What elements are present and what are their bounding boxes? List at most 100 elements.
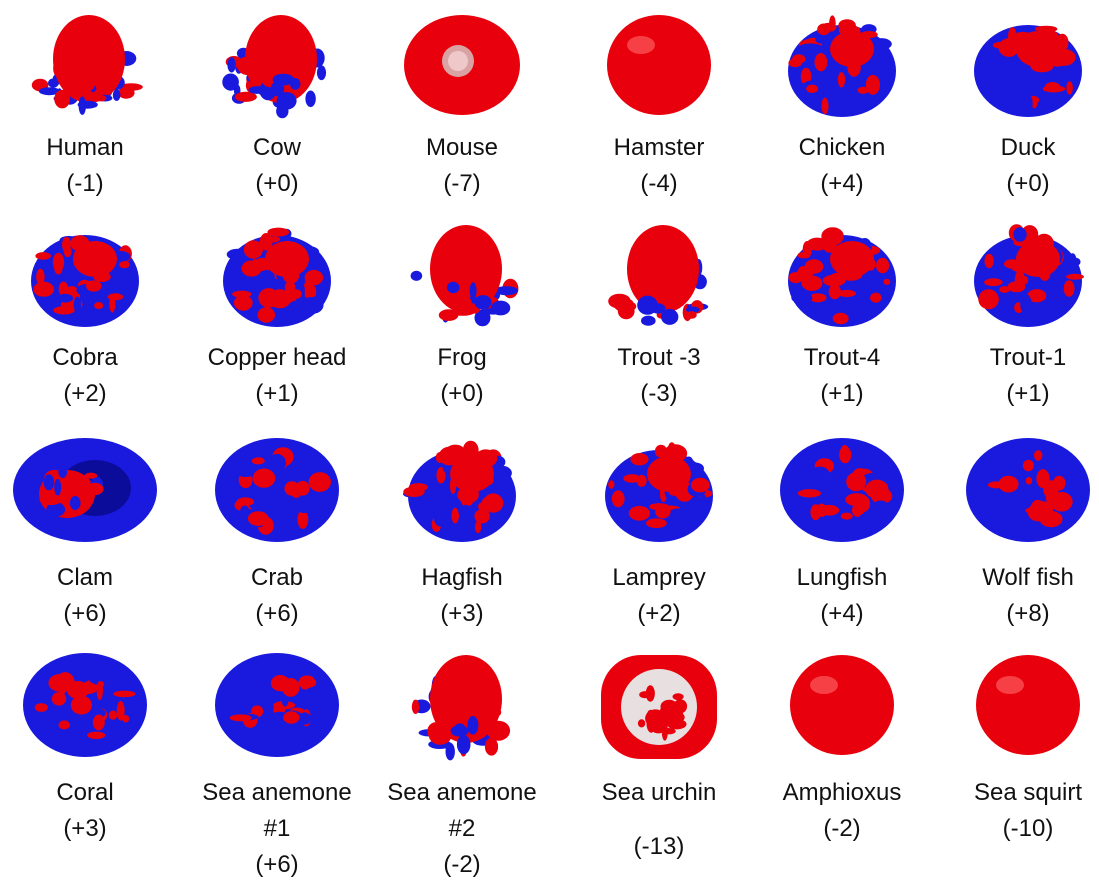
organism-caption: Frog (+0) <box>377 340 547 412</box>
organism-name: Trout-4 <box>803 344 881 371</box>
electrostatic-surface-image <box>788 227 896 327</box>
organism-name: Mouse <box>425 134 499 161</box>
electrostatic-surface-image <box>23 653 147 757</box>
organism-cell: Hamster (-4) <box>574 5 744 215</box>
organism-cell: Clam (+6) <box>0 430 170 640</box>
net-charge-label: (-4) <box>640 170 678 197</box>
organism-cell: Sea anemone #2 (-2) <box>377 645 547 878</box>
electrostatic-surface-image <box>31 15 143 115</box>
electrostatic-surface-image <box>404 15 520 115</box>
organism-cell: Cobra (+2) <box>0 215 170 425</box>
organism-name: Coral <box>56 779 114 806</box>
organism-name: Trout-1 <box>989 344 1067 371</box>
net-charge-label: (+3) <box>440 600 484 627</box>
organism-caption: Sea urchin (-13) <box>574 775 744 865</box>
organism-name: Wolf fish <box>982 564 1074 591</box>
organism-caption: Clam (+6) <box>0 560 170 632</box>
organism-name: Lungfish <box>796 564 888 591</box>
organism-caption: Sea anemone #2 (-2) <box>377 775 547 883</box>
organism-caption: Crab (+6) <box>192 560 362 632</box>
electrostatic-surface-image <box>780 438 904 542</box>
net-charge-label: (+4) <box>820 170 864 197</box>
organism-cell: Trout-4 (+1) <box>757 215 927 425</box>
net-charge-label: (-7) <box>443 170 481 197</box>
electrostatic-surface-image <box>31 235 139 327</box>
net-charge-label: (+0) <box>440 380 484 407</box>
organism-name: Chicken <box>798 134 886 161</box>
organism-cell: Lamprey (+2) <box>574 430 744 640</box>
net-charge-label: (+1) <box>255 380 299 407</box>
organism-caption: Hagfish (+3) <box>377 560 547 632</box>
organism-name: Hamster <box>613 134 705 161</box>
organism-cell: Sea anemone #1 (+6) <box>192 645 362 878</box>
net-charge-label: (-2) <box>823 815 861 842</box>
net-charge-label: (-3) <box>640 380 678 407</box>
organism-caption: Trout-1 (+1) <box>943 340 1099 412</box>
organism-cell: Amphioxus (-2) <box>757 645 927 855</box>
organism-caption: Copper head (+1) <box>192 340 362 412</box>
net-charge-label: (+6) <box>63 600 107 627</box>
organism-cell: Mouse (-7) <box>377 5 547 215</box>
organism-caption: Lungfish (+4) <box>757 560 927 632</box>
organism-caption: Cobra (+2) <box>0 340 170 412</box>
electrostatic-surface-image <box>223 227 331 327</box>
organism-cell: Trout-1 (+1) <box>943 215 1099 425</box>
net-charge-label: (+8) <box>1006 600 1050 627</box>
net-charge-label: (+0) <box>255 170 299 197</box>
electrostatic-surface-image <box>974 25 1082 117</box>
organism-cell: Coral (+3) <box>0 645 170 855</box>
electrostatic-surface-image <box>601 655 717 759</box>
organism-name-suffix: #1 <box>263 815 291 842</box>
organism-name: Trout -3 <box>617 344 701 371</box>
organism-cell: Duck (+0) <box>943 5 1099 215</box>
net-charge-label: (+2) <box>637 600 681 627</box>
organism-caption: Lamprey (+2) <box>574 560 744 632</box>
electrostatic-surface-image <box>607 15 711 115</box>
organism-name: Amphioxus <box>782 779 902 806</box>
organism-caption: Sea anemone #1 (+6) <box>192 775 362 883</box>
organism-caption: Trout-4 (+1) <box>757 340 927 412</box>
net-charge-label: (-10) <box>1002 815 1054 842</box>
electrostatic-surface-image <box>215 438 339 542</box>
organism-name: Human <box>46 134 124 161</box>
organism-name: Duck <box>1000 134 1056 161</box>
organism-cell: Lungfish (+4) <box>757 430 927 640</box>
net-charge-label: (+2) <box>63 380 107 407</box>
organism-caption: Coral (+3) <box>0 775 170 847</box>
organism-cell: Copper head (+1) <box>192 215 362 425</box>
organism-cell: Chicken (+4) <box>757 5 927 215</box>
electrostatic-surface-image <box>410 225 519 327</box>
electrostatic-surface-image <box>790 655 894 755</box>
electrostatic-surface-image <box>966 438 1090 542</box>
electrostatic-surface-image <box>974 224 1084 327</box>
organism-name: Lamprey <box>612 564 706 591</box>
net-charge-label: (+0) <box>1006 170 1050 197</box>
net-charge-label: (+1) <box>1006 380 1050 407</box>
organism-cell: Hagfish (+3) <box>377 430 547 640</box>
electrostatic-surface-image <box>788 15 896 117</box>
electrostatic-surface-image <box>222 15 327 119</box>
electrostatic-surface-image <box>403 440 516 542</box>
organism-name: Sea squirt <box>973 779 1083 806</box>
net-charge-label: (-1) <box>66 170 104 197</box>
net-charge-label: (-2) <box>443 851 481 878</box>
organism-caption: Amphioxus (-2) <box>757 775 927 847</box>
organism-name: Frog <box>437 344 487 371</box>
organism-cell: Cow (+0) <box>192 5 362 215</box>
electrostatic-surface-image <box>411 655 511 761</box>
electrostatic-surface-image <box>13 438 157 542</box>
net-charge-label: (-13) <box>633 833 685 860</box>
organism-cell: Sea urchin (-13) <box>574 645 744 860</box>
organism-cell: Frog (+0) <box>377 215 547 425</box>
organism-name-suffix: #2 <box>448 815 476 842</box>
net-charge-label: (+3) <box>63 815 107 842</box>
organism-caption: Sea squirt (-10) <box>943 775 1099 847</box>
organism-name: Sea anemone <box>387 779 537 806</box>
organism-cell: Wolf fish (+8) <box>943 430 1099 640</box>
organism-cell: Sea squirt (-10) <box>943 645 1099 855</box>
organism-caption: Chicken (+4) <box>757 130 927 202</box>
organism-caption: Mouse (-7) <box>377 130 547 202</box>
organism-name: Copper head <box>207 344 347 371</box>
organism-cell: Human (-1) <box>0 5 170 215</box>
electrostatic-surface-image <box>605 442 713 542</box>
